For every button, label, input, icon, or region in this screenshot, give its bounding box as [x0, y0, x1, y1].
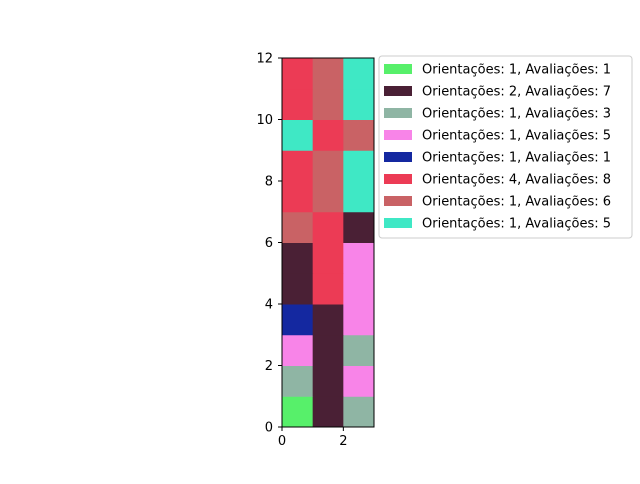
legend-swatch [384, 218, 412, 228]
heatmap-cell [282, 58, 314, 90]
heatmap-cell [343, 119, 375, 151]
heatmap-cell [343, 58, 375, 90]
heatmap-cell [312, 273, 344, 305]
legend-label: Orientações: 4, Avaliações: 8 [422, 173, 611, 188]
legend-label: Orientações: 1, Avaliações: 1 [422, 151, 611, 166]
legend-swatch [384, 86, 412, 96]
legend-label: Orientações: 1, Avaliações: 5 [422, 217, 611, 232]
heatmap-cell [312, 119, 344, 151]
heatmap-cell [312, 88, 344, 120]
legend-swatch [384, 152, 412, 162]
heatmap-cell [282, 150, 314, 182]
heatmap-cell [282, 304, 314, 336]
y-tick-label: 12 [256, 52, 273, 67]
heatmap-cell [312, 396, 344, 428]
heatmap-cell [282, 273, 314, 305]
heatmap-cell [282, 334, 314, 366]
y-axis: 0 2 4 6 8 10 12 [256, 52, 282, 436]
heatmap-cell [343, 211, 375, 243]
y-tick-label: 10 [256, 113, 273, 128]
legend: Orientações: 1, Avaliações: 1 Orientações… [378, 55, 633, 239]
heatmap-cell [282, 88, 314, 120]
heatmap-cell [343, 181, 375, 213]
legend-swatch [384, 64, 412, 74]
heatmap-cells [282, 58, 375, 428]
heatmap-cell [282, 365, 314, 397]
legend-swatch [384, 196, 412, 206]
heatmap-cell [343, 304, 375, 336]
heatmap-cell [312, 211, 344, 243]
heatmap-cell [343, 150, 375, 182]
legend-label: Orientações: 1, Avaliações: 1 [422, 63, 611, 78]
legend-frame [378, 55, 633, 239]
heatmap-cell [312, 334, 344, 366]
heatmap-cell [343, 273, 375, 305]
heatmap-cell [312, 242, 344, 274]
legend-swatch [384, 108, 412, 118]
heatmap-cell [312, 365, 344, 397]
heatmap-cell [282, 211, 314, 243]
legend-label: Orientações: 1, Avaliações: 3 [422, 107, 611, 122]
y-tick-label: 0 [265, 421, 273, 436]
heatmap-cell [343, 365, 375, 397]
y-tick-label: 8 [265, 175, 273, 190]
legend-label: Orientações: 1, Avaliações: 6 [422, 195, 611, 210]
legend-swatch [384, 130, 412, 140]
heatmap-cell [312, 181, 344, 213]
y-tick-label: 6 [265, 236, 273, 251]
heatmap-cell [312, 150, 344, 182]
legend-label: Orientações: 2, Avaliações: 7 [422, 85, 611, 100]
legend-swatch [384, 174, 412, 184]
heatmap-cell [282, 181, 314, 213]
heatmap-cell [282, 242, 314, 274]
x-tick-label: 0 [278, 434, 286, 449]
heatmap-cell [282, 396, 314, 428]
legend-label: Orientações: 1, Avaliações: 5 [422, 129, 611, 144]
heatmap-cell [343, 334, 375, 366]
y-tick-label: 4 [265, 298, 273, 313]
y-tick-label: 2 [265, 359, 273, 374]
heatmap-cell [343, 88, 375, 120]
heatmap-cell [343, 396, 375, 428]
x-tick-label: 2 [339, 434, 347, 449]
heatmap-cell [343, 242, 375, 274]
heatmap-cell [312, 304, 344, 336]
heatmap-cell [282, 119, 314, 151]
heatmap-cell [312, 58, 344, 90]
